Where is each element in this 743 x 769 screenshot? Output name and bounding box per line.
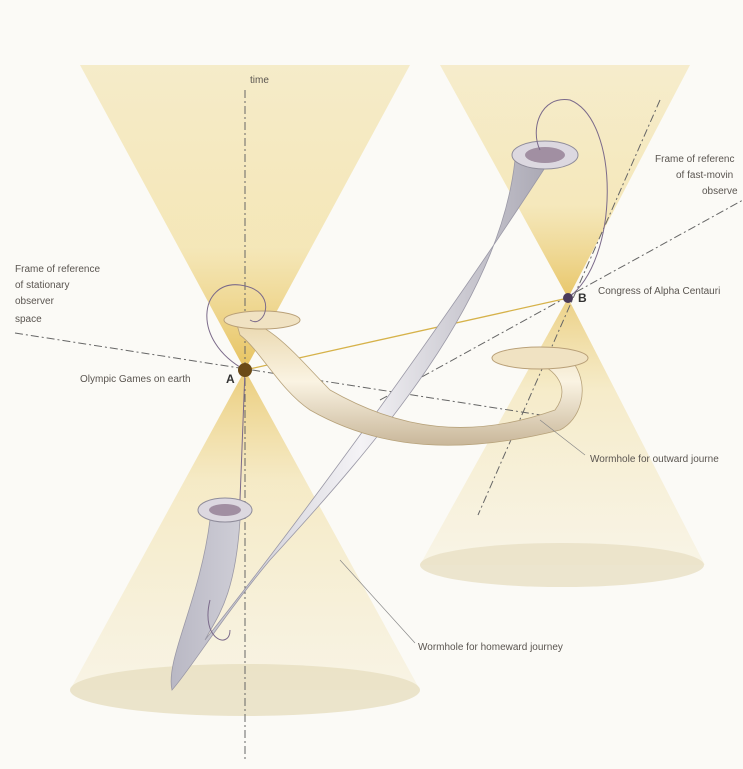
- event-b: [563, 293, 573, 303]
- time-label: time: [250, 75, 269, 86]
- event-letter: B: [578, 291, 587, 305]
- frame-label: observe: [702, 186, 738, 197]
- frame-label: of fast-movin: [676, 170, 733, 181]
- event-a: [238, 363, 252, 377]
- wormhole-outward: [223, 310, 589, 446]
- frame-label: Frame of referenc: [655, 154, 734, 165]
- leader-lines: [339, 419, 586, 644]
- frame-label: Frame of reference: [15, 264, 100, 275]
- light-cone-b: [420, 65, 705, 587]
- wormhole-label: Wormhole for outward journe: [590, 454, 719, 465]
- event-label: Congress of Alpha Centauri: [598, 286, 720, 297]
- frame-label: observer: [15, 296, 55, 307]
- space-label: space: [15, 314, 42, 325]
- event-label: Olympic Games on earth: [80, 374, 191, 385]
- wormhole-label: Wormhole for homeward journey: [418, 642, 563, 653]
- frame-label: of stationary: [15, 280, 69, 291]
- world-lines: [206, 99, 608, 641]
- event-letter: A: [226, 372, 235, 386]
- wormhole-homeward: [170, 140, 579, 691]
